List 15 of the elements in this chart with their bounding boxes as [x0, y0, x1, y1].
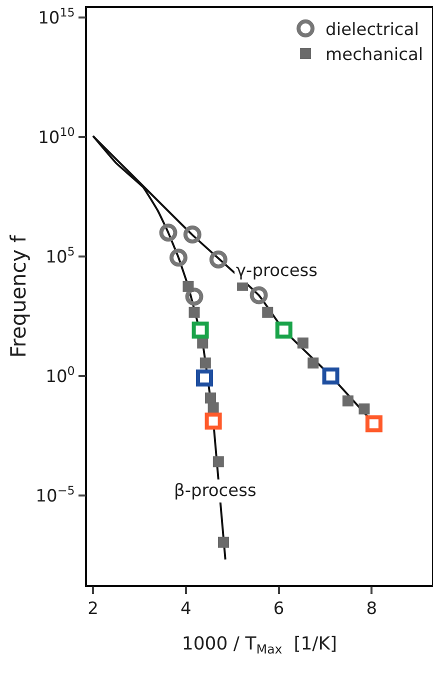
- y-tick-label: 10$^{5}$: [46, 244, 75, 268]
- x-axis-title: 1000 / T$_{Max}$ [1/K]: [182, 634, 338, 656]
- x-tick-label: 4: [180, 599, 192, 620]
- annotation: β-process: [174, 481, 256, 501]
- x-tick-label: 2: [88, 599, 98, 620]
- y-tick-label: 10$^{15}$: [38, 5, 75, 28]
- x-tick-label: 8: [366, 599, 378, 620]
- annotation: γ-process: [236, 261, 318, 281]
- x-tick-label: 6: [273, 599, 284, 620]
- y-tick-label: 10$^{−5}$: [36, 483, 75, 506]
- y-tick-label: 10$^{0}$: [46, 364, 75, 387]
- legend-label: dielectrical: [326, 20, 419, 40]
- legend-label: mechanical: [326, 45, 424, 66]
- y-tick-label: 10$^{10}$: [38, 124, 75, 148]
- y-axis-title: Frequency f: [6, 234, 30, 358]
